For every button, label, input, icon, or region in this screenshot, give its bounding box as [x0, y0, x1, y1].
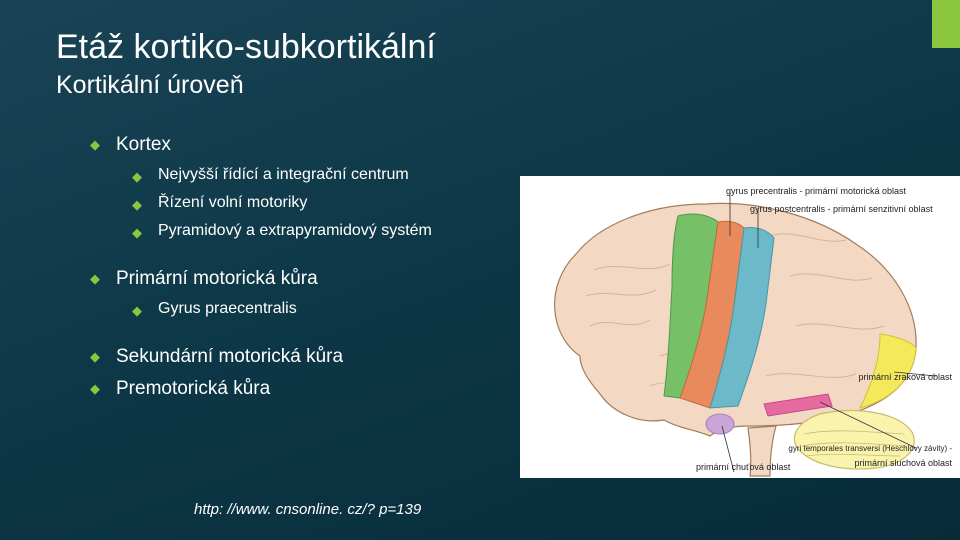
label-precentral: gyrus precentralis - primární motorická … — [726, 186, 946, 196]
citation: http: //www. cnsonline. cz/? p=139 — [194, 501, 421, 518]
label-gustatory: primární chuťová oblast — [696, 462, 826, 472]
brain-diagram: gyrus precentralis - primární motorická … — [520, 176, 960, 478]
region-gustatory — [706, 414, 734, 434]
bullet-kortex: Kortex — [90, 134, 960, 156]
label-temporal: gyri temporales transversi (Heschlovy zá… — [742, 444, 952, 453]
label-occipital: primární zraková oblast — [832, 372, 952, 382]
slide-subtitle: Kortikální úroveň — [56, 71, 960, 100]
slide-title: Etáž kortiko-subkortikální — [56, 28, 960, 67]
label-postcentral: gyrus postcentralis - primární senzitivn… — [750, 204, 960, 214]
